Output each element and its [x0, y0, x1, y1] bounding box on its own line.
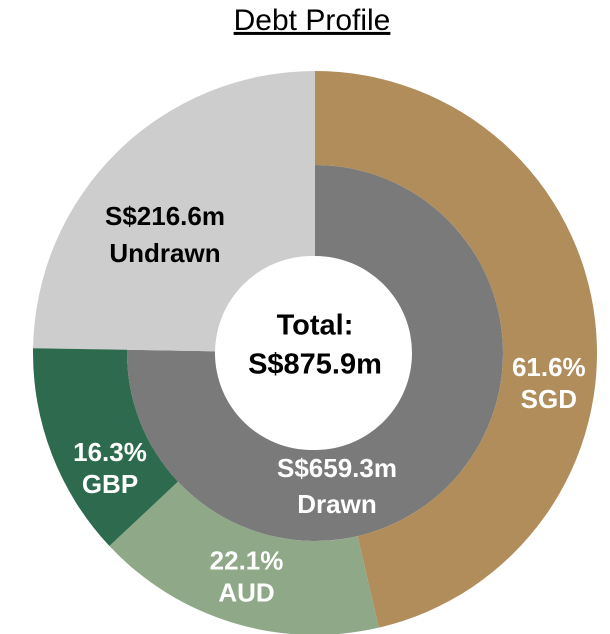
currency-name: GBP — [82, 469, 138, 499]
currency-percent: 16.3% — [73, 437, 147, 467]
currency-percent: 61.6% — [512, 352, 586, 382]
currency-name: SGD — [521, 384, 577, 414]
drawn-segment — [127, 165, 503, 541]
donut-hole — [215, 256, 409, 450]
chart-title: Debt Profile — [234, 4, 391, 37]
currency-segment — [109, 481, 379, 634]
undrawn-name: Undrawn — [109, 238, 220, 268]
undrawn-segment — [33, 71, 315, 352]
total-label: S$875.9m — [248, 349, 382, 381]
undrawn-value: S$216.6m — [105, 201, 225, 231]
currency-percent: 22.1% — [210, 546, 284, 576]
drawn-name: Drawn — [297, 489, 376, 519]
drawn-value: S$659.3m — [277, 453, 397, 483]
currency-segment — [33, 348, 178, 547]
currency-name: AUD — [218, 578, 274, 608]
center-title: Total: — [277, 310, 354, 342]
currency-segment — [315, 71, 597, 628]
